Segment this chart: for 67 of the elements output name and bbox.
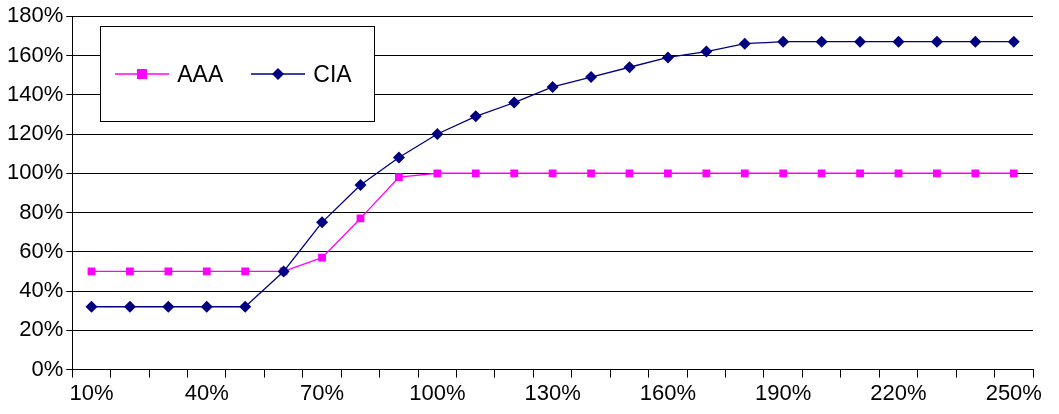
point [625,169,634,178]
x-tick-label: 70% [300,379,345,405]
point [471,169,480,178]
point [971,169,980,178]
point [930,35,943,48]
y-tick-label: 140% [6,80,64,106]
x-tick-label: 250% [985,379,1042,405]
x-tick-label: 190% [755,379,812,405]
point [508,96,521,109]
point [854,35,867,48]
point [969,35,982,48]
x-tick-label: 100% [409,379,466,405]
point [316,216,329,229]
point [623,61,636,74]
point [126,267,134,276]
legend-label: CIA [313,60,352,88]
point [510,169,519,178]
point [546,80,559,93]
point [162,300,175,313]
point [700,45,713,58]
point [202,267,211,276]
point [85,300,98,313]
y-tick-label: 20% [19,316,64,342]
point [241,267,250,276]
point [779,169,788,178]
x-tick-label: 130% [524,379,581,405]
point [433,169,442,178]
point [892,35,905,48]
point [661,51,674,64]
point [740,169,749,178]
y-tick-label: 40% [19,277,64,303]
point [702,169,711,178]
x-tick-label: 220% [870,379,927,405]
point [587,169,595,178]
y-tick-label: 60% [19,237,64,263]
point [856,169,864,178]
point [200,300,213,313]
point [469,110,482,123]
x-tick-label: 10% [69,379,114,405]
point [815,35,828,48]
point [239,300,252,313]
point [431,128,444,140]
y-tick-label: 160% [6,41,64,67]
point [933,169,941,178]
point [777,35,790,48]
x-tick-label: 160% [639,379,697,405]
y-tick-label: 180% [6,2,64,28]
point [738,37,751,50]
y-tick-label: 100% [6,159,64,185]
point [395,173,403,182]
y-tick-label: 0% [31,355,64,381]
point [1007,35,1020,48]
x-tick-label: 40% [184,379,229,405]
point [123,300,136,313]
point [817,169,826,178]
point [664,169,672,178]
point [354,179,367,192]
y-tick-label: 80% [19,198,64,224]
point [894,169,903,178]
point [318,253,326,262]
legend-label: AAA [177,60,224,88]
y-tick-label: 120% [6,120,64,146]
point [164,267,173,276]
point [392,151,405,164]
point [1009,169,1018,178]
point [548,169,557,178]
point [585,71,598,84]
